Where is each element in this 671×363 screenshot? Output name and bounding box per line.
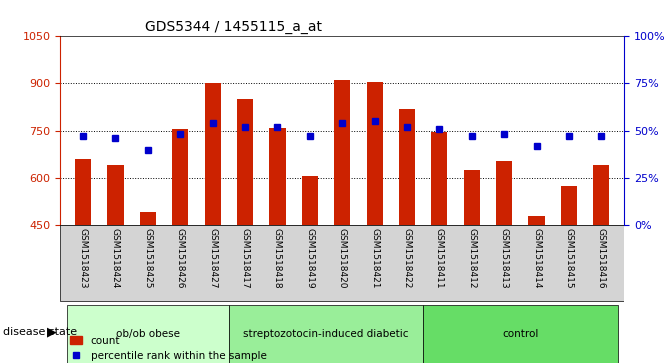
Legend: count, percentile rank within the sample: count, percentile rank within the sample [66,331,270,363]
Bar [593,165,609,363]
Bar [237,99,253,363]
Text: GSM1518411: GSM1518411 [435,228,444,289]
Text: GSM1518424: GSM1518424 [111,228,120,288]
Bar [431,132,448,363]
Text: GSM1518415: GSM1518415 [564,228,574,289]
Bar [172,129,189,363]
Text: GSM1518427: GSM1518427 [208,228,217,288]
Text: GSM1518416: GSM1518416 [597,228,606,289]
Text: GSM1518418: GSM1518418 [273,228,282,289]
Text: ob/ob obese: ob/ob obese [116,329,180,339]
Bar [366,82,382,363]
Text: GSM1518423: GSM1518423 [79,228,87,288]
Text: disease state: disease state [3,327,77,337]
Bar [107,165,123,363]
Text: GSM1518426: GSM1518426 [176,228,185,288]
Text: ▶: ▶ [48,326,57,339]
Text: control: control [502,329,539,339]
Bar [464,170,480,363]
Bar [75,159,91,363]
FancyBboxPatch shape [67,305,229,363]
Bar [561,186,577,363]
Text: GSM1518421: GSM1518421 [370,228,379,288]
Bar [302,176,318,363]
Text: GSM1518414: GSM1518414 [532,228,541,288]
Text: GSM1518412: GSM1518412 [467,228,476,288]
FancyBboxPatch shape [229,305,423,363]
FancyBboxPatch shape [60,225,624,301]
Text: GSM1518420: GSM1518420 [338,228,347,288]
Text: GDS5344 / 1455115_a_at: GDS5344 / 1455115_a_at [145,20,322,34]
Bar [529,216,545,363]
Text: streptozotocin-induced diabetic: streptozotocin-induced diabetic [244,329,409,339]
Text: GSM1518417: GSM1518417 [240,228,250,289]
FancyBboxPatch shape [423,305,617,363]
Text: GSM1518413: GSM1518413 [500,228,509,289]
Bar [399,109,415,363]
Bar [496,160,512,363]
Bar [140,212,156,363]
Bar [205,83,221,363]
Bar [334,80,350,363]
Text: GSM1518425: GSM1518425 [144,228,152,288]
Bar [269,127,286,363]
Text: GSM1518419: GSM1518419 [305,228,314,289]
Text: GSM1518422: GSM1518422 [403,228,411,288]
